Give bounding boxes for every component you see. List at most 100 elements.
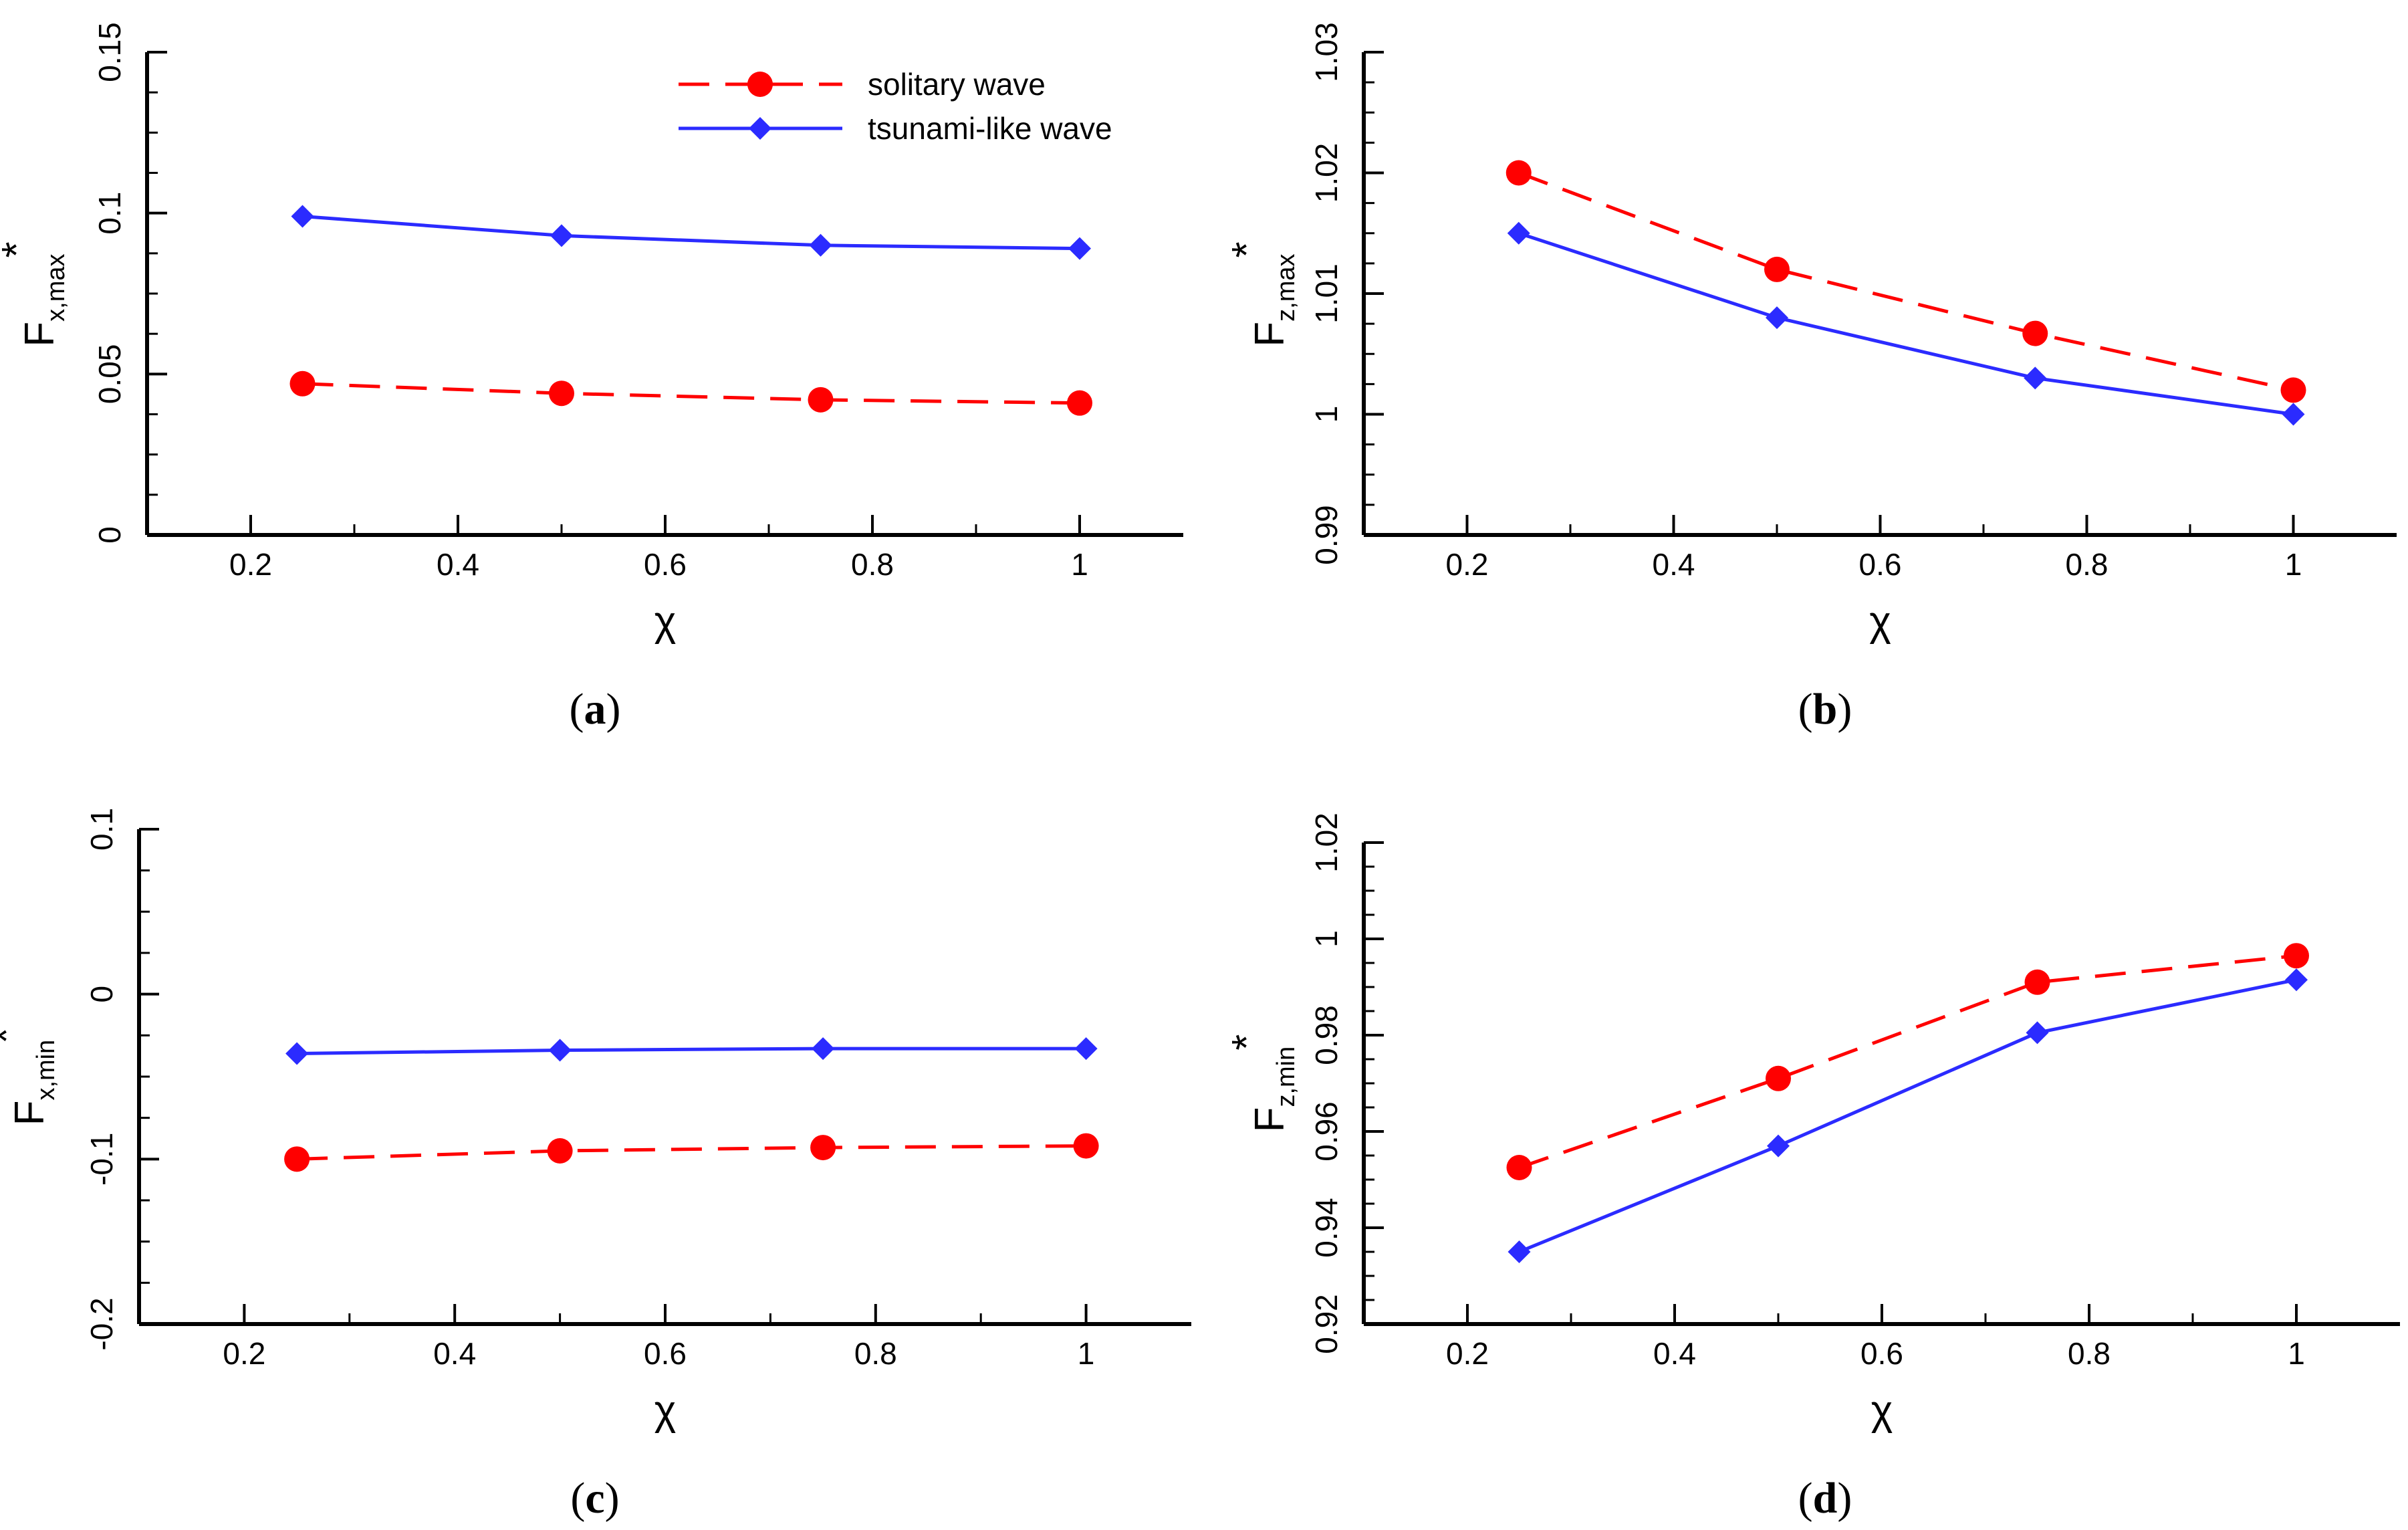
legend: solitary wave tsunami-like wave <box>679 67 1112 146</box>
x-tick-label: 0.4 <box>437 547 479 582</box>
legend-label-tsunami: tsunami-like wave <box>868 111 1112 146</box>
series-line-solitary <box>1518 954 2297 1170</box>
x-tick-label: 0.8 <box>2068 1336 2111 1371</box>
y-tick-label: 0 <box>92 526 127 544</box>
data-point-solitary <box>2024 969 2050 995</box>
data-point-tsunami <box>1074 1037 1098 1061</box>
caption-close-paren: ) <box>605 1474 620 1523</box>
x-tick-label: 0.6 <box>1860 1336 1903 1371</box>
x-tick-label: 0.2 <box>223 1336 265 1371</box>
y-axis-title: Fz,min* <box>1224 1034 1300 1133</box>
y-axis-title-subscript: z,min <box>1272 1047 1300 1107</box>
y-tick-label: 1.02 <box>1309 143 1344 203</box>
x-tick-label: 0.6 <box>1859 547 1902 582</box>
data-point-solitary <box>2280 377 2306 403</box>
y-tick-label: 1 <box>1309 930 1344 948</box>
legend-label-solitary: solitary wave <box>868 67 1046 102</box>
series-line-solitary <box>1518 171 2294 392</box>
caption-letter: b <box>1813 685 1838 734</box>
x-tick-label: 0.8 <box>851 547 894 582</box>
y-tick-label: -0.1 <box>84 1133 119 1186</box>
series-line-tsunami <box>1518 978 2297 1254</box>
y-axis-title-main: F <box>7 1101 53 1126</box>
y-tick-label: 0.1 <box>84 808 119 851</box>
data-point-tsunami <box>291 205 314 228</box>
y-axis-title-subscript: z,max <box>1272 253 1300 321</box>
y-tick-label: 0.99 <box>1309 505 1344 565</box>
y-axis-title-superscript: * <box>1224 241 1270 257</box>
x-axis-title: χ <box>1869 598 1891 645</box>
x-tick-label: 0.2 <box>229 547 272 582</box>
series-line-solitary <box>302 382 1080 405</box>
data-point-solitary <box>2284 943 2309 969</box>
y-axis-title-main: F <box>1247 1107 1293 1133</box>
data-point-tsunami <box>2024 366 2047 390</box>
panel-caption: (c) <box>570 1474 619 1523</box>
data-point-solitary <box>1766 1065 1791 1091</box>
x-tick-label: 1 <box>2285 547 2302 582</box>
y-axis-title-main: F <box>1247 322 1293 347</box>
y-tick-label: 0.94 <box>1309 1198 1344 1258</box>
chart-panel-d: 0.2 0.4 0.6 0.8 1 0.92 0.94 0.96 0.98 1 1.02 χ Fz,mi… <box>1224 812 2400 1523</box>
y-tick-label: 0.98 <box>1309 1005 1344 1065</box>
x-tick-label: 0.2 <box>1446 1336 1489 1371</box>
x-tick-label: 0.4 <box>1653 1336 1696 1371</box>
caption-close-paren: ) <box>1837 1474 1852 1523</box>
x-tick-label: 0.4 <box>1653 547 1695 582</box>
y-tick-label: 1 <box>1309 406 1344 423</box>
data-point-tsunami <box>548 1039 572 1062</box>
data-point-solitary <box>1506 1155 1532 1180</box>
chart-panel-b: 0.2 0.4 0.6 0.8 1 0.99 1 1.01 1.02 1.03 χ Fz,max* (b… <box>1224 22 2397 734</box>
data-point-tsunami <box>2282 403 2305 426</box>
caption-close-paren: ) <box>606 685 621 734</box>
chart-panel-c: 0.2 0.4 0.6 0.8 1 -0.2 -0.1 0 0.1 χ Fx,min* (c) <box>0 808 1191 1523</box>
data-point-tsunami <box>2026 1021 2049 1045</box>
data-point-tsunami <box>1766 306 1788 330</box>
caption-close-paren: ) <box>1837 685 1852 734</box>
data-point-tsunami <box>809 233 832 257</box>
x-tick-label: 0.8 <box>854 1336 897 1371</box>
y-axis-title-subscript: x,min <box>32 1040 60 1101</box>
panel-caption: (b) <box>1798 685 1852 734</box>
x-tick-label: 1 <box>2288 1336 2305 1371</box>
y-axis-title: Fx,min* <box>0 1028 60 1126</box>
y-axis-title-superscript: * <box>0 1028 30 1044</box>
caption-open-paren: ( <box>570 685 584 734</box>
data-point-solitary <box>284 1146 310 1172</box>
data-point-solitary <box>289 370 316 397</box>
legend-marker-tsunami <box>749 117 771 140</box>
data-point-solitary <box>808 387 834 413</box>
caption-letter: c <box>585 1474 604 1523</box>
data-point-tsunami <box>812 1037 835 1061</box>
x-tick-label: 0.6 <box>644 1336 687 1371</box>
caption-open-paren: ( <box>1798 685 1813 734</box>
y-tick-label: 1.03 <box>1309 22 1344 82</box>
data-point-tsunami <box>1507 221 1530 245</box>
x-tick-label: 0.6 <box>644 547 687 582</box>
data-point-tsunami <box>1508 1240 1531 1263</box>
y-tick-label: 0.1 <box>92 192 127 235</box>
series-line-tsunami <box>1518 231 2294 416</box>
y-tick-label: 0.05 <box>92 344 127 405</box>
data-point-solitary <box>2022 320 2048 346</box>
x-tick-label: 1 <box>1078 1336 1095 1371</box>
caption-open-paren: ( <box>570 1474 585 1523</box>
y-tick-label: 0.15 <box>92 22 127 82</box>
y-axis-title: Fx,max* <box>0 241 70 346</box>
x-tick-label: 0.8 <box>2066 547 2109 582</box>
y-tick-label: 0.92 <box>1309 1294 1344 1354</box>
y-tick-label: 0.96 <box>1309 1101 1344 1162</box>
x-axis-title: χ <box>1871 1388 1893 1434</box>
data-point-solitary <box>1073 1133 1099 1159</box>
y-axis-title-superscript: * <box>1224 1034 1270 1051</box>
data-point-solitary <box>810 1135 836 1161</box>
data-point-solitary <box>1067 390 1092 416</box>
x-axis-title: χ <box>654 598 677 645</box>
y-tick-label: -0.2 <box>84 1297 119 1350</box>
y-axis-title: Fz,max* <box>1224 241 1300 346</box>
y-tick-label: 1.02 <box>1309 812 1344 873</box>
caption-letter: d <box>1813 1474 1838 1523</box>
y-axis-title-subscript: x,max <box>42 253 70 321</box>
data-point-tsunami <box>1767 1134 1790 1158</box>
